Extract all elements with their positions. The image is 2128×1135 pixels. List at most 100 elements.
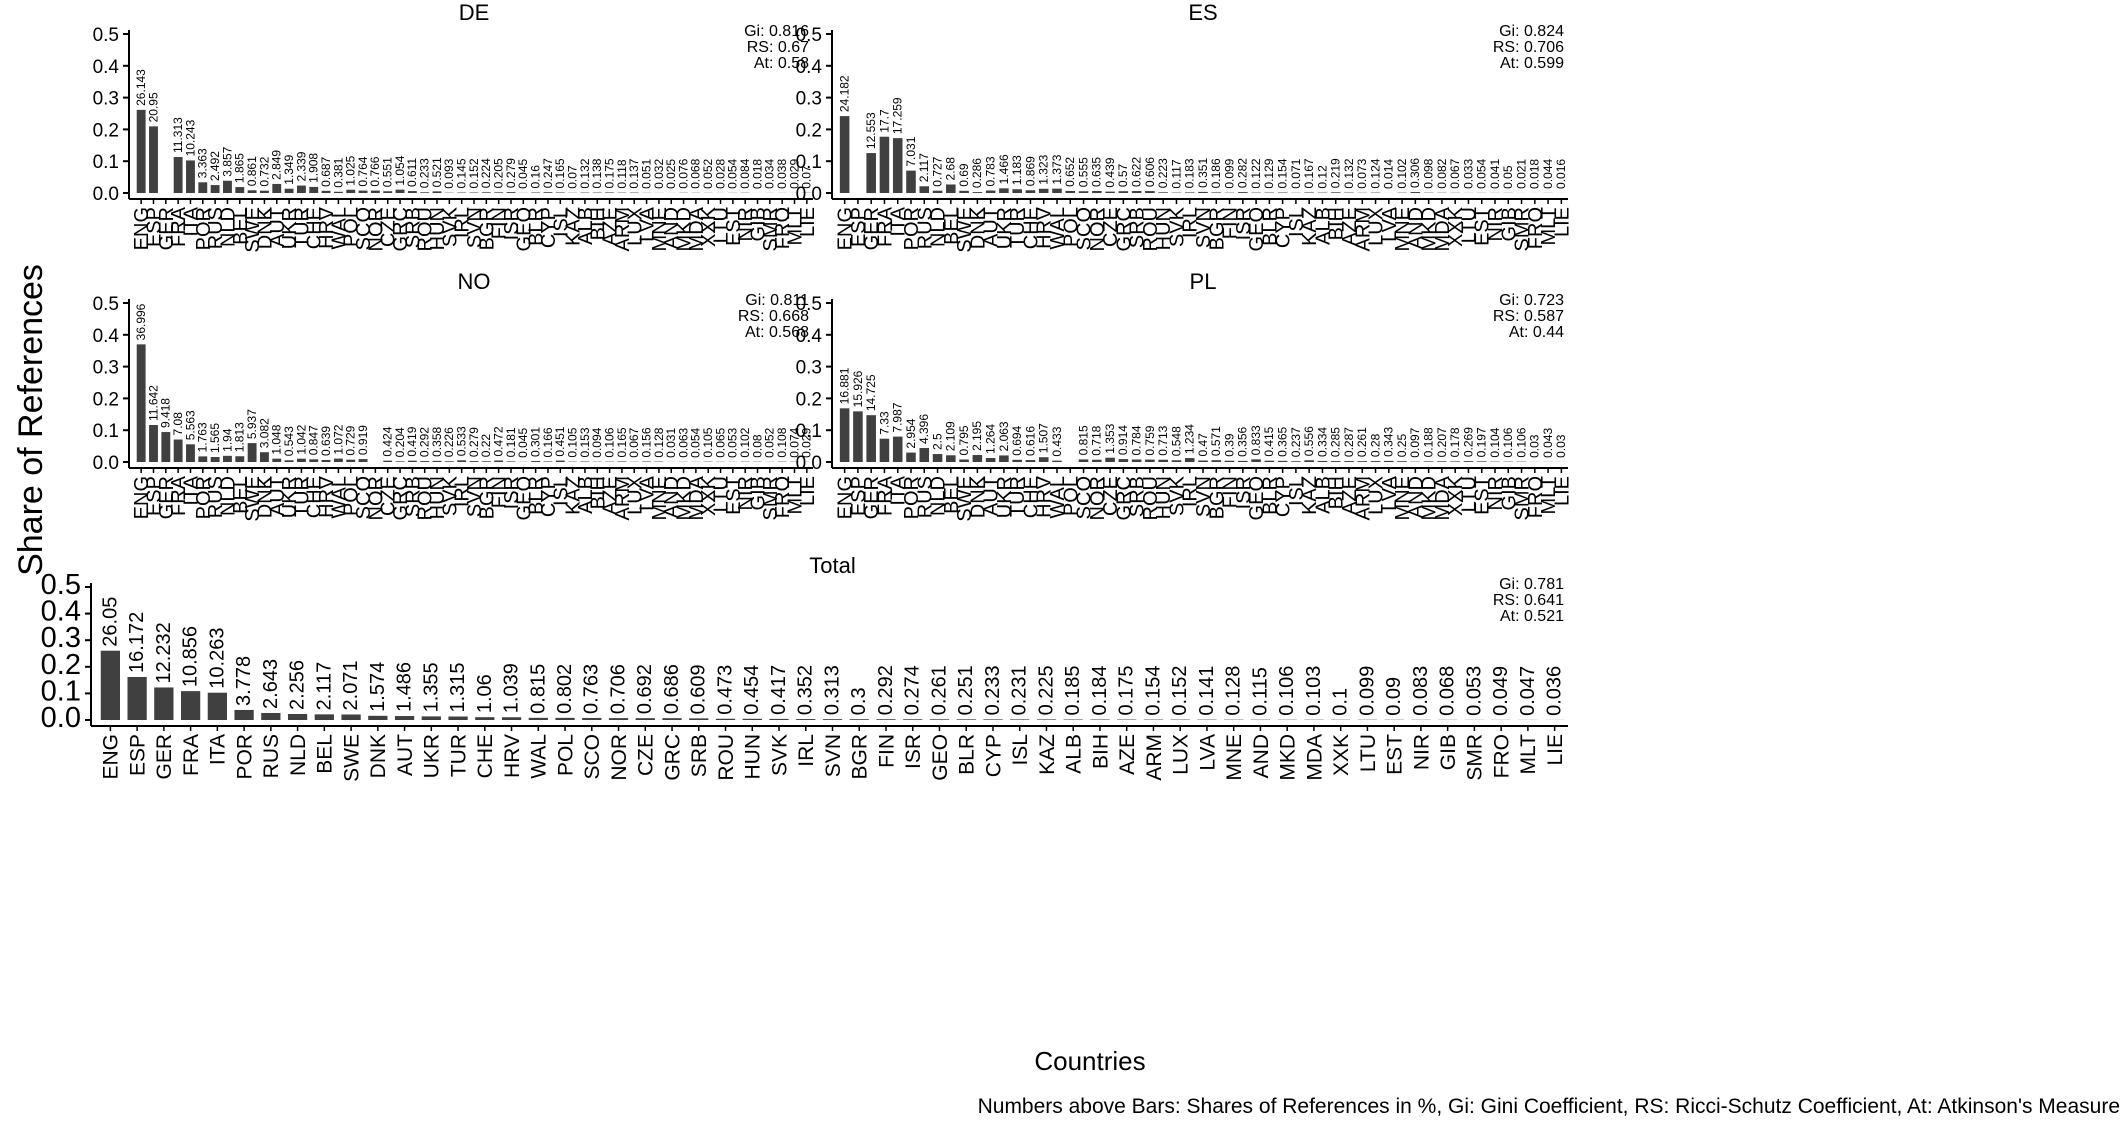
value-label: 0.1 (1330, 688, 1352, 716)
bar-wal (333, 191, 343, 193)
bar-svn (822, 719, 843, 720)
stat-rs: RS: 0.706 (1493, 39, 1564, 56)
category-label: IRL (452, 207, 474, 238)
bar-swe (341, 714, 361, 720)
stat-gi: Gi: 0.811 (745, 292, 809, 309)
bar-rou (715, 718, 736, 720)
category-label: FIN (489, 207, 511, 239)
category-label: GRC (1113, 476, 1135, 520)
bar-rou (1145, 459, 1155, 462)
bar-aze (605, 192, 615, 193)
value-label: 0.076 (676, 158, 690, 188)
category-label: HUN (1153, 207, 1175, 250)
value-label: 0.093 (442, 158, 456, 188)
y-tick-label: 0.5 (93, 25, 119, 46)
bar-eng (839, 116, 850, 193)
bar-bgr (849, 719, 869, 720)
bar-svk (1171, 460, 1182, 462)
bar-geo (1251, 459, 1261, 462)
bar-bih (1330, 192, 1341, 193)
category-label: POL (554, 734, 577, 776)
value-label: 0.045 (516, 159, 530, 189)
value-label: 0.128 (1223, 666, 1245, 716)
bar-grc (395, 189, 405, 193)
y-tick-label: 0.0 (93, 453, 119, 474)
y-tick-label: 0.4 (41, 596, 81, 628)
category-label: LUX (1366, 476, 1388, 515)
category-label: XXK (1445, 475, 1467, 516)
category-label: BIH (1326, 207, 1348, 240)
value-label: 0.533 (455, 426, 469, 456)
y-tick-label: 0.3 (796, 358, 822, 379)
category-label: FRO (772, 476, 794, 518)
value-label: 0.261 (1355, 427, 1369, 457)
category-label: CHE (1020, 207, 1042, 249)
category-label: CZE (1100, 207, 1122, 247)
bar-rus (919, 186, 930, 193)
value-label: 0.106 (1276, 666, 1298, 716)
value-label: 0.051 (639, 158, 653, 188)
value-label: 0.018 (1528, 159, 1542, 189)
category-label: ISR (1233, 207, 1255, 240)
bar-ita (892, 436, 903, 462)
category-label: GER (861, 476, 883, 519)
category-label: NIR (735, 476, 757, 510)
value-label: 0.054 (726, 158, 740, 188)
category-label: ARM (612, 476, 634, 520)
category-label: LIE (1551, 207, 1573, 237)
bar-fra (180, 691, 201, 720)
category-label: AND (661, 207, 683, 249)
category-label: HRV (1034, 206, 1056, 249)
category-label: ROU (415, 207, 437, 251)
value-label: 0.439 (1103, 157, 1117, 187)
bar-eng (100, 650, 121, 720)
value-label: 0.205 (492, 158, 506, 188)
value-label: 1.264 (983, 424, 997, 454)
bar-esp (149, 126, 158, 193)
bar-rus (210, 185, 220, 193)
category-label: GRC (390, 476, 412, 520)
bar-che (475, 717, 495, 720)
category-label: TUR (1007, 207, 1029, 248)
bar-hun (1158, 459, 1168, 462)
category-label: KAZ (563, 207, 585, 246)
category-label: EST (1472, 207, 1494, 246)
category-label: BIH (587, 476, 609, 509)
bar-rus (261, 712, 281, 720)
value-label: 0.045 (516, 428, 530, 458)
category-label: ITA (207, 734, 230, 765)
value-label: 0.802 (554, 664, 576, 714)
category-label: UKR (994, 476, 1016, 518)
category-label: AZE (600, 207, 622, 246)
bar-ita (892, 138, 903, 193)
bar-aut (985, 457, 996, 462)
value-label: 3.857 (220, 146, 234, 176)
category-label: ESP (848, 476, 870, 516)
category-label: GEO (1246, 207, 1268, 251)
bar-por (906, 170, 916, 193)
value-label: 0.084 (738, 158, 752, 188)
category-label: LUX (1366, 207, 1388, 246)
value-label: 7.08 (171, 412, 185, 436)
value-label: 0.068 (1437, 666, 1459, 716)
value-label: 0.226 (442, 427, 456, 457)
value-label: 0.12 (1315, 165, 1329, 189)
category-label: KAZ (1299, 476, 1321, 515)
value-label: 1.94 (220, 428, 234, 452)
bar-blr (956, 719, 976, 720)
bar-hun (1158, 192, 1168, 193)
value-label: 0.145 (455, 158, 469, 188)
bar-che (1025, 460, 1036, 462)
bar-ukr (284, 460, 294, 462)
bar-nld (223, 180, 232, 193)
value-label: 0.551 (381, 157, 395, 187)
value-label: 0.073 (1355, 158, 1369, 188)
bar-arm (617, 461, 627, 462)
value-label: 0.122 (1249, 158, 1263, 188)
category-label: DNK (967, 206, 989, 249)
category-label: GRC (390, 207, 412, 251)
bar-hrv (1038, 457, 1049, 462)
value-label: 1.315 (447, 662, 469, 712)
category-label: CYP (538, 476, 560, 517)
category-label: MKD (1419, 207, 1441, 251)
